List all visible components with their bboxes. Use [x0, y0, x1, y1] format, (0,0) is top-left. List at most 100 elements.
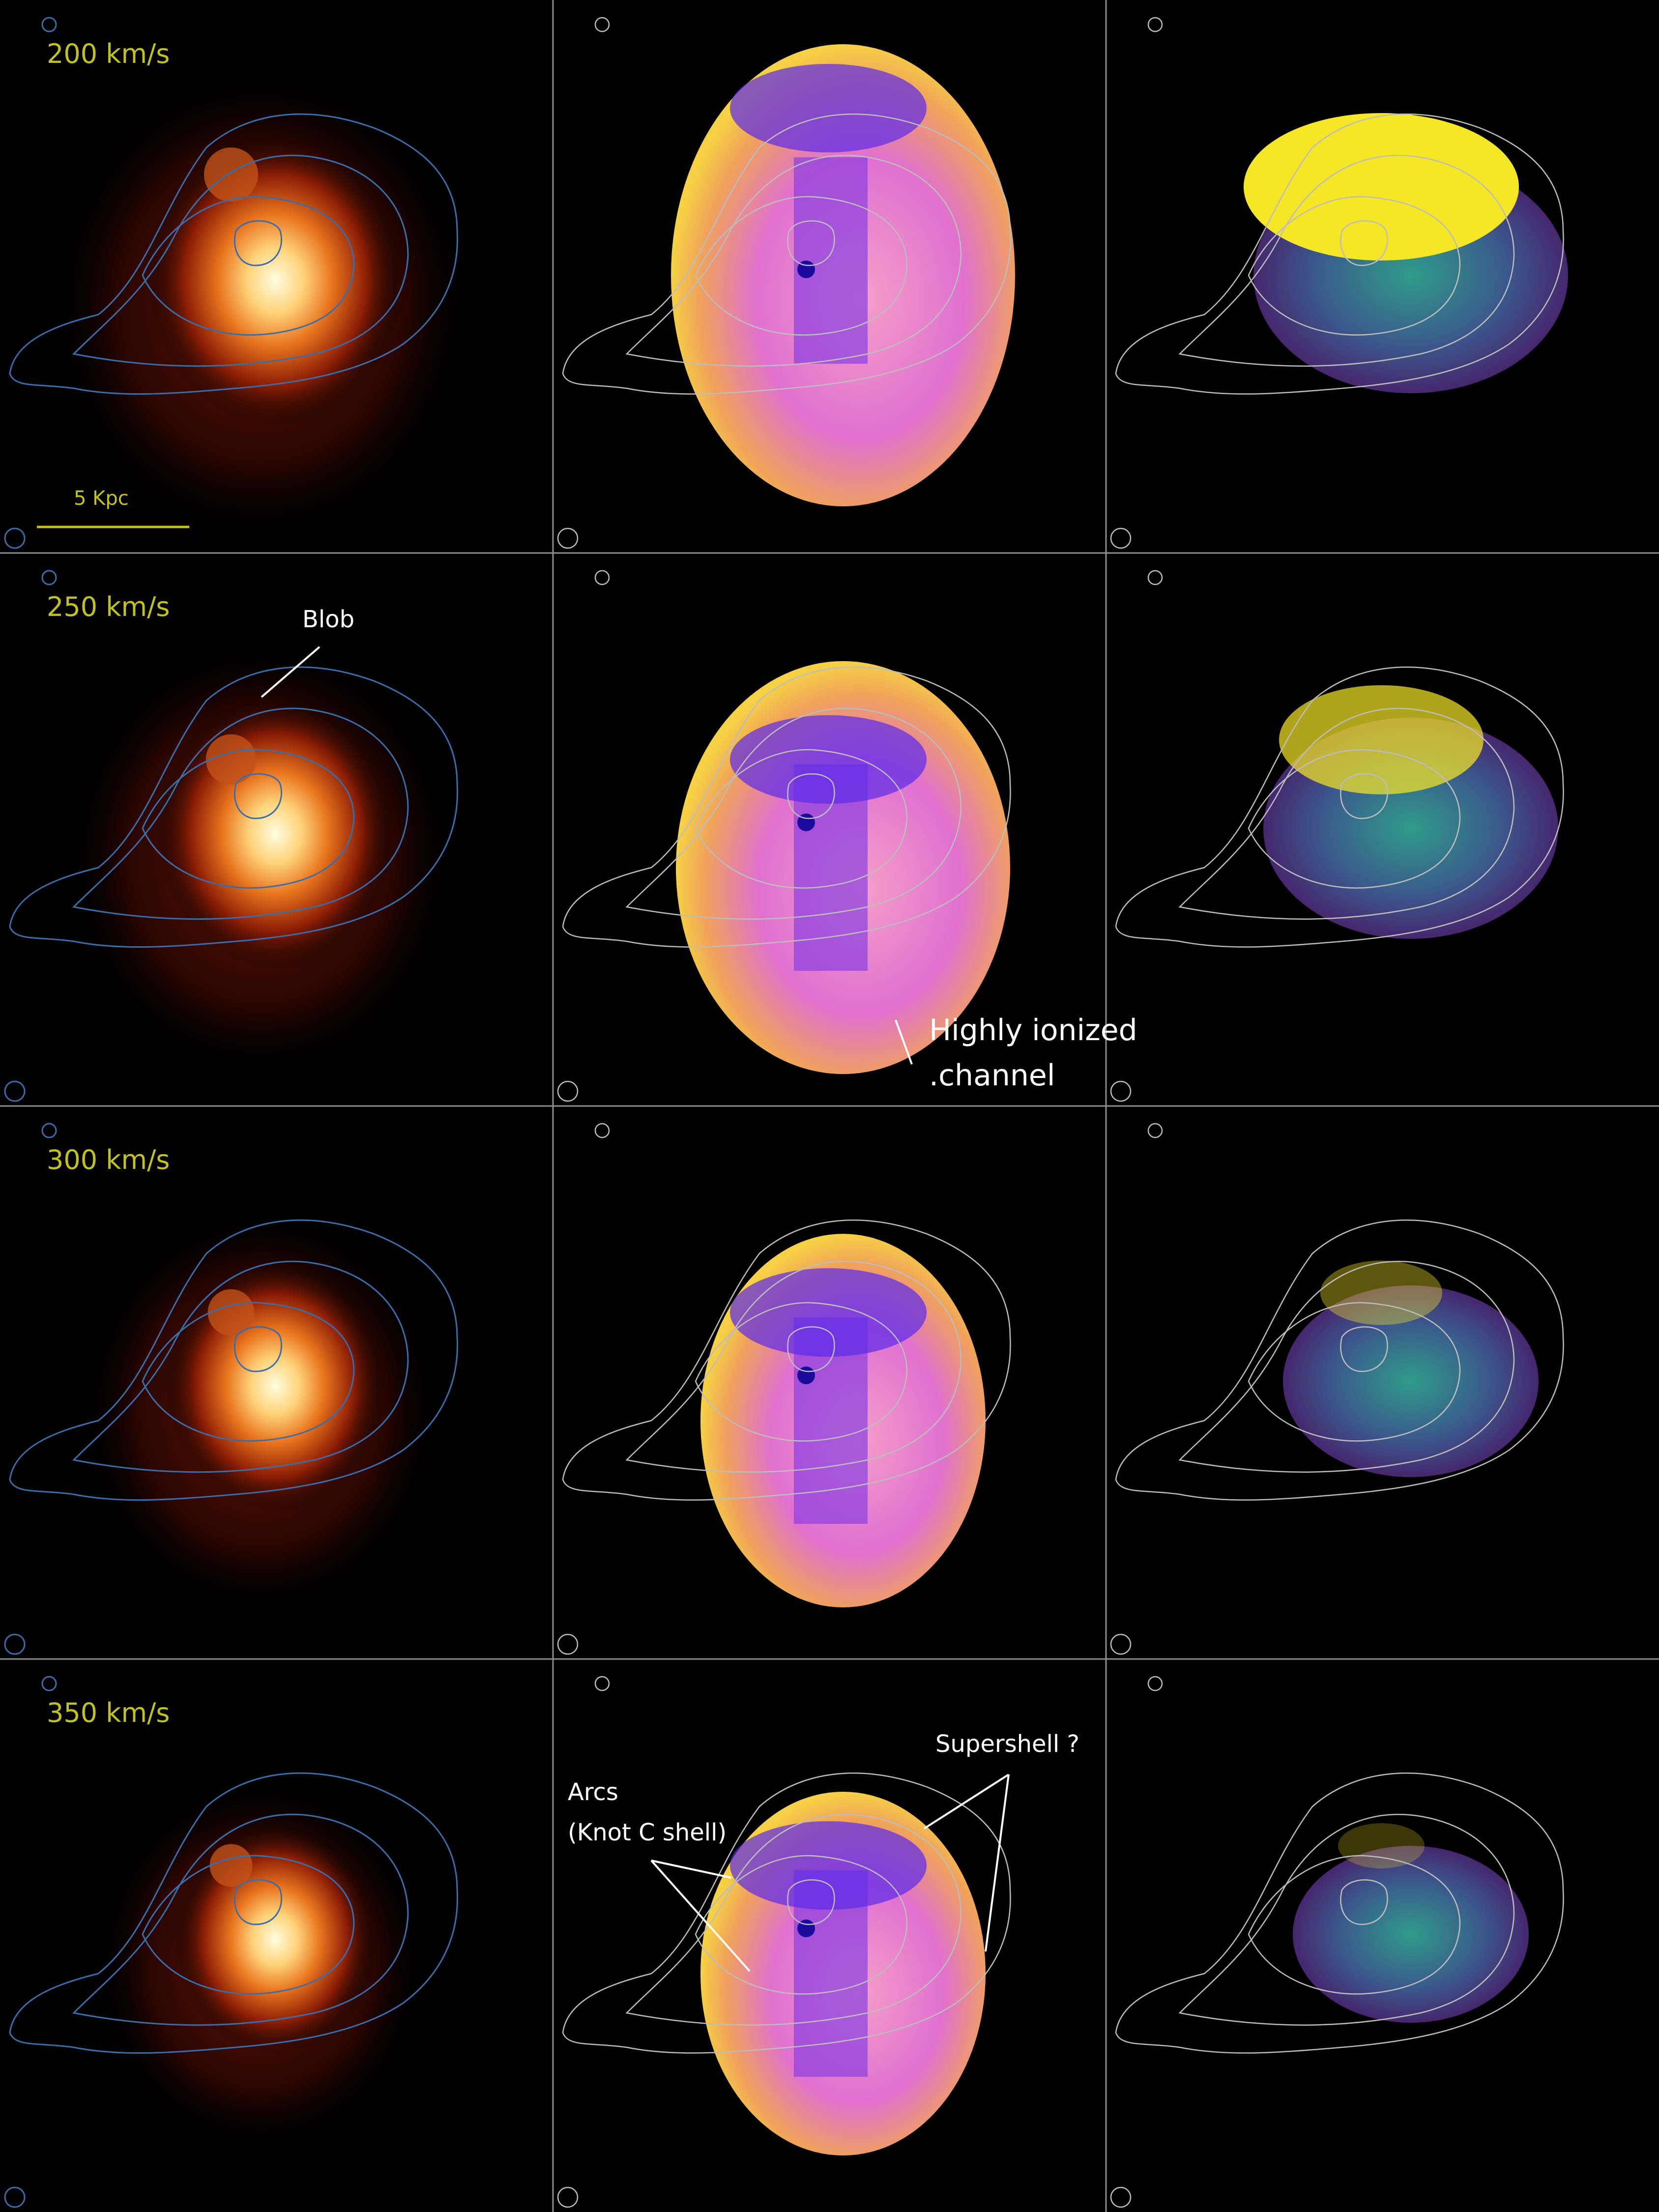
beam-marker	[1147, 1123, 1163, 1138]
contours-gray	[557, 1676, 1011, 2208]
beam-marker	[1147, 17, 1163, 32]
contour-core	[233, 773, 283, 819]
right-panel-row4	[1110, 1676, 1564, 2208]
left-panel-row1	[4, 17, 467, 549]
annotation-lines	[261, 646, 1010, 1972]
velocity-label-row3: 300 km/s	[47, 1144, 170, 1175]
left-panel-row4	[4, 1676, 458, 2208]
contour-mid	[625, 155, 962, 367]
blob-emission	[204, 147, 258, 202]
panel-grid	[4, 17, 1568, 2208]
arcs-pointer-1	[651, 1860, 732, 1879]
high-value-region	[1338, 1823, 1425, 1868]
contour-outer	[562, 1220, 1011, 1501]
contour-outer	[9, 1772, 458, 2054]
contours-blue	[4, 17, 458, 549]
core-emission	[147, 133, 403, 428]
beam-marker	[1147, 570, 1163, 585]
contour-core	[787, 773, 835, 819]
contour-outer	[562, 667, 1011, 948]
beam-marker-corner	[1110, 527, 1132, 549]
beam-marker-corner	[1110, 1633, 1132, 1655]
contour-core	[787, 1879, 835, 1925]
contour-core	[1340, 773, 1388, 819]
blob-emission	[205, 734, 257, 785]
right-panel-row3	[1110, 1123, 1564, 1655]
middle-panel-row4	[557, 1676, 1011, 2208]
contour-core	[787, 220, 835, 266]
arcs-annotation-line1: Arcs	[568, 1778, 618, 1806]
velocity-label-row1: 200 km/s	[47, 38, 170, 69]
contours-gray	[557, 17, 1011, 549]
contour-core	[1340, 1879, 1388, 1925]
beam-marker-corner	[4, 527, 26, 549]
contour-mid	[625, 1814, 962, 2026]
contour-inner	[1248, 196, 1461, 336]
contour-mid	[1178, 1814, 1515, 2026]
contour-mid	[625, 708, 962, 920]
blob-emission	[209, 1844, 253, 1887]
beam-marker-corner	[1110, 2186, 1132, 2208]
low-ratio-arc	[730, 1268, 927, 1357]
channel-pointer	[895, 1019, 913, 1065]
contour-inner	[1248, 749, 1461, 889]
supershell-annotation: Supershell ?	[935, 1730, 1079, 1758]
contour-inner	[142, 196, 355, 336]
velocity-label-row2: 250 km/s	[47, 591, 170, 622]
contour-outer	[9, 666, 458, 948]
contours-blue	[4, 1676, 458, 2208]
contours-blue	[4, 570, 458, 1102]
low-ratio-arc	[730, 1821, 927, 1910]
beam-marker	[594, 1123, 610, 1138]
blob-pointer	[261, 646, 320, 698]
contour-mid	[72, 154, 409, 367]
contours-gray	[557, 1123, 1011, 1655]
contours-gray	[1110, 570, 1564, 1102]
middle-panel-row3	[557, 1123, 1011, 1655]
contours-gray	[557, 570, 1011, 1102]
contours-gray	[1110, 1123, 1564, 1655]
beam-marker	[594, 17, 610, 32]
contour-outer	[1115, 667, 1564, 948]
contour-mid	[1178, 708, 1515, 920]
arcs-annotation-line2: (Knot C shell)	[568, 1819, 727, 1846]
beam-marker-corner	[557, 1633, 579, 1655]
beam-marker-corner	[557, 2186, 579, 2208]
contour-mid	[72, 1813, 409, 2026]
contour-core	[787, 1326, 835, 1372]
contour-mid	[625, 1261, 962, 1473]
high-value-region	[1244, 113, 1519, 261]
contour-outer	[1115, 114, 1564, 395]
blob-emission	[207, 1289, 255, 1336]
contour-inner	[695, 1855, 908, 1995]
beam-marker	[594, 1676, 610, 1691]
contour-inner	[695, 749, 908, 889]
beam-marker-corner	[1110, 1080, 1132, 1102]
supershell-pointer-1	[923, 1774, 1010, 1830]
contour-inner	[142, 1302, 355, 1442]
contour-mid	[1178, 1261, 1515, 1473]
velocity-map	[1293, 1846, 1529, 2023]
high-value-region	[1320, 1260, 1442, 1325]
contour-outer	[562, 114, 1011, 395]
contour-outer	[1115, 1773, 1564, 2054]
contour-core	[1340, 220, 1388, 266]
contour-core	[1340, 1326, 1388, 1372]
contour-inner	[695, 196, 908, 336]
contour-core	[233, 1326, 283, 1372]
left-panel-row3	[4, 1123, 458, 1655]
beam-marker	[41, 1123, 57, 1138]
channel-annotation-line2: .channel	[929, 1058, 1055, 1093]
middle-panel-row1	[557, 17, 1015, 549]
middle-panel-row2	[557, 570, 1011, 1102]
contour-mid	[72, 707, 409, 920]
low-ratio-arc	[730, 715, 927, 804]
beam-marker	[41, 570, 57, 585]
beam-marker	[594, 570, 610, 585]
contour-mid	[1178, 155, 1515, 367]
beam-marker-corner	[4, 1080, 26, 1102]
contour-inner	[142, 1855, 355, 1995]
beam-marker	[1147, 1676, 1163, 1691]
